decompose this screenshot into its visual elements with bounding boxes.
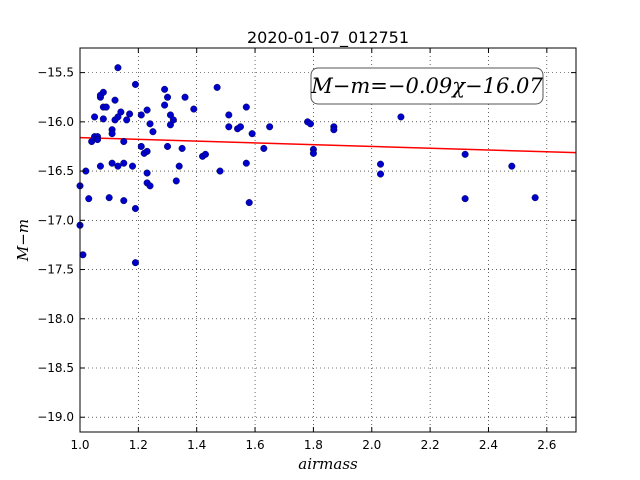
y-tick-label: −16.0 <box>37 115 74 129</box>
data-point <box>137 111 145 119</box>
y-tick-label: −18.5 <box>37 361 74 375</box>
y-tick-label: −17.0 <box>37 213 74 227</box>
data-point <box>108 130 116 138</box>
data-point <box>178 144 186 152</box>
plot-frame <box>79 47 577 433</box>
x-tick-label: 1.6 <box>246 438 265 452</box>
data-point <box>181 93 189 101</box>
data-point <box>201 150 209 158</box>
data-point <box>377 160 385 168</box>
data-point <box>377 170 385 178</box>
data-point <box>111 96 119 104</box>
data-point <box>508 162 516 170</box>
x-tick-label: 1.8 <box>304 438 323 452</box>
data-point <box>161 101 169 109</box>
data-point <box>131 204 139 212</box>
data-point <box>79 251 87 259</box>
y-tick-label: −17.5 <box>37 263 74 277</box>
data-point <box>114 162 122 170</box>
fit-line-group <box>79 136 577 154</box>
data-point <box>172 177 180 185</box>
data-point <box>105 194 113 202</box>
x-tick-label: 2.0 <box>362 438 381 452</box>
data-point <box>225 111 233 119</box>
y-tick-label: −15.5 <box>37 66 74 80</box>
chart-title: 2020-01-07_012751 <box>247 28 409 48</box>
data-point <box>531 194 539 202</box>
data-point <box>146 120 154 128</box>
data-point <box>120 138 128 146</box>
data-point <box>242 159 250 167</box>
x-tick-label: 1.0 <box>70 438 89 452</box>
annotation-frame <box>310 67 544 105</box>
x-tick-label: 1.2 <box>129 438 148 452</box>
data-point <box>102 103 110 111</box>
data-point <box>164 93 172 101</box>
data-point <box>169 116 177 124</box>
data-point <box>225 123 233 131</box>
data-point <box>126 110 134 118</box>
data-point <box>236 123 244 131</box>
data-point <box>309 149 317 157</box>
data-points <box>76 64 539 267</box>
y-axis-label: M−m <box>14 219 32 262</box>
data-point <box>190 105 198 113</box>
data-point <box>99 88 107 96</box>
data-point <box>164 142 172 150</box>
data-point <box>143 147 151 155</box>
data-point <box>461 150 469 158</box>
data-point <box>146 182 154 190</box>
x-tick-label: 2.4 <box>479 438 498 452</box>
data-point <box>143 169 151 177</box>
x-tick-label: 1.4 <box>187 438 206 452</box>
data-point <box>129 162 137 170</box>
data-point <box>99 115 107 123</box>
axis-ticks: 1.0 1.2 1.4 1.6 1.8 2.0 2.2 2.4 2.6 −15.5 −16.0 −16… <box>37 48 576 452</box>
annotation-text: M−m=−0.09χ−16.07 <box>310 74 543 98</box>
data-point <box>397 113 405 121</box>
data-point <box>245 199 253 207</box>
data-point <box>143 106 151 114</box>
x-tick-label: 2.2 <box>421 438 440 452</box>
data-point <box>149 128 157 136</box>
data-point <box>131 80 139 88</box>
data-point <box>216 167 224 175</box>
data-point <box>131 259 139 267</box>
data-point <box>114 64 122 72</box>
data-point <box>94 136 102 144</box>
data-point <box>330 126 338 134</box>
fit-line <box>79 136 577 154</box>
data-point <box>461 195 469 203</box>
data-point <box>161 85 169 93</box>
data-point <box>120 159 128 167</box>
y-tick-label: −19.0 <box>37 410 74 424</box>
data-point <box>117 108 125 116</box>
data-point <box>260 144 268 152</box>
data-point <box>213 83 221 91</box>
annotation-box: M−m=−0.09χ−16.07 <box>310 67 544 105</box>
data-point <box>306 120 314 128</box>
data-point <box>123 116 131 124</box>
data-point <box>175 162 183 170</box>
data-point <box>137 142 145 150</box>
data-point <box>91 113 99 121</box>
y-tick-label: −16.5 <box>37 164 74 178</box>
x-tick-label: 2.6 <box>537 438 556 452</box>
data-point <box>266 123 274 131</box>
data-point <box>248 130 256 138</box>
y-tick-label: −18.0 <box>37 312 74 326</box>
data-point <box>85 195 93 203</box>
data-point <box>120 197 128 205</box>
data-point <box>108 159 116 167</box>
x-axis-label: airmass <box>298 455 358 473</box>
grid-lines <box>79 48 576 432</box>
data-point <box>96 162 104 170</box>
data-point <box>242 103 250 111</box>
